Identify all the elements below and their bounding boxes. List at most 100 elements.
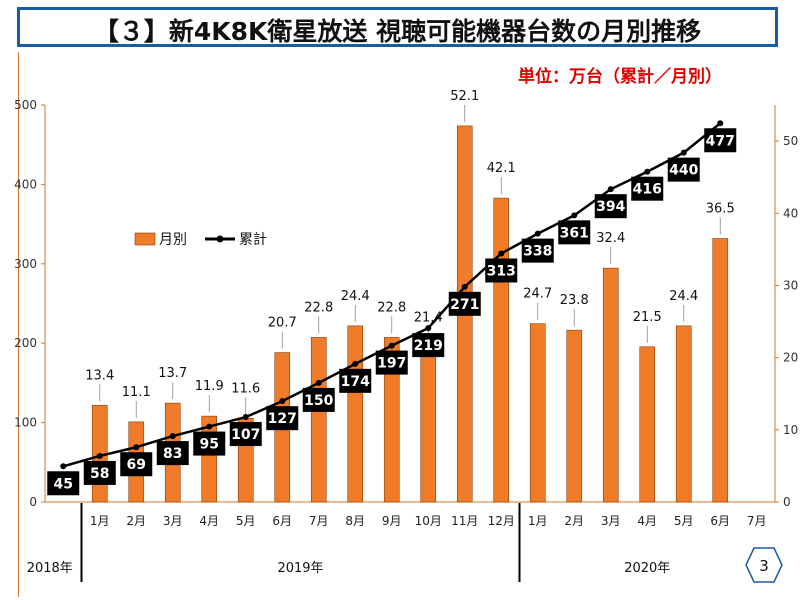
bar-value-label: 11.9	[195, 379, 224, 394]
bar-value-label: 22.8	[304, 300, 333, 315]
cumulative-value-label: 127	[268, 411, 297, 427]
cumulative-point	[607, 186, 614, 193]
cumulative-line	[60, 120, 724, 470]
year-label: 2019年	[277, 561, 323, 576]
bar-value-label: 52.1	[450, 89, 479, 104]
cumulative-label-box	[83, 460, 116, 485]
bar	[602, 267, 619, 503]
y-right-tick-label: 20	[783, 351, 798, 365]
year-labels: 2018年 2019年 2020年	[27, 503, 670, 582]
month-label: 5月	[236, 514, 256, 528]
cumulative-value-labels: 45 58 69 83 95 107 127 150 174 197 219 271 313 338 361…	[47, 128, 737, 496]
month-label: 3月	[163, 514, 183, 528]
cumulative-point	[60, 463, 67, 470]
cumulative-value-label: 477	[706, 133, 735, 149]
cumulative-value-label: 174	[341, 374, 370, 390]
cumulative-point	[425, 325, 432, 332]
y-left-tick-label: 400	[14, 177, 37, 191]
y-left-tick-label: 100	[14, 416, 37, 430]
month-label: 4月	[637, 514, 657, 528]
year-label: 2020年	[624, 561, 670, 576]
y-left-tick-label: 200	[14, 336, 37, 350]
month-label: 9月	[382, 514, 402, 528]
month-label: 1月	[528, 514, 548, 528]
legend: 月別 累計	[134, 232, 267, 248]
page-number-badge: 3	[745, 547, 783, 583]
bar	[420, 347, 437, 503]
legend-swatch-line-marker	[216, 235, 224, 243]
bar-value-label: 36.5	[706, 202, 735, 217]
cumulative-point	[680, 149, 687, 156]
cumulative-label-box	[704, 128, 737, 153]
cumulative-label-box	[448, 291, 481, 316]
axes: 0 100 200 300 400 500 0 10 20 30 40 50	[14, 98, 798, 509]
left-rule	[18, 52, 19, 597]
bar	[310, 337, 327, 503]
cumulative-point	[717, 120, 724, 127]
cumulative-value-label: 313	[487, 263, 516, 279]
cumulative-point	[279, 398, 286, 405]
bar	[347, 325, 364, 503]
month-label: 6月	[272, 514, 292, 528]
cumulative-point	[242, 414, 249, 421]
month-label: 7月	[309, 514, 329, 528]
month-label: 6月	[710, 514, 730, 528]
year-label: 2018年	[27, 561, 73, 576]
bar-value-label: 32.4	[596, 231, 625, 246]
bar-value-label: 24.4	[341, 289, 370, 304]
bar	[493, 197, 510, 503]
cumulative-label-box	[558, 220, 591, 245]
cumulative-point	[206, 423, 213, 430]
cumulative-point	[534, 230, 541, 237]
cumulative-label-box	[375, 350, 408, 375]
month-label: 10月	[415, 514, 442, 528]
month-label: 7月	[747, 514, 767, 528]
month-label: 4月	[199, 514, 219, 528]
cumulative-label-box	[667, 157, 700, 182]
cumulative-value-label: 271	[450, 297, 479, 313]
legend-swatch-bar	[134, 232, 156, 246]
bar	[529, 323, 546, 503]
title-box: 【３】新4K8K衛星放送 視聴可能機器台数の月別推移	[17, 7, 778, 47]
bar	[566, 329, 583, 503]
cumulative-label-box	[521, 238, 554, 263]
bar-value-label: 22.8	[377, 300, 406, 315]
bar-value-label: 23.8	[560, 293, 589, 308]
cumulative-value-label: 197	[377, 356, 406, 372]
bar	[712, 238, 729, 503]
y-right-tick-label: 10	[783, 423, 798, 437]
cumulative-point	[388, 342, 395, 349]
page-title: 【３】新4K8K衛星放送 視聴可能機器台数の月別推移	[93, 17, 702, 46]
cumulative-label-box	[47, 471, 80, 496]
month-label: 2月	[564, 514, 584, 528]
unit-note: 単位：万台（累計／月別）	[518, 67, 722, 87]
cumulative-label-box	[193, 431, 226, 456]
cumulative-value-label: 394	[596, 199, 625, 215]
cumulative-value-label: 440	[669, 163, 698, 179]
cumulative-value-label: 361	[560, 225, 589, 241]
bar-value-label: 24.7	[523, 287, 552, 302]
bar-value-labels: 13.411.113.711.9 11.620.722.824.422.821.4…	[85, 89, 735, 418]
cumulative-point	[571, 212, 578, 219]
cumulative-label-box	[594, 194, 627, 219]
bar-value-label: 13.4	[85, 368, 114, 383]
cumulative-value-label: 150	[304, 393, 333, 409]
cumulative-value-label: 45	[54, 476, 73, 492]
month-label: 2月	[126, 514, 146, 528]
cumulative-point	[644, 168, 651, 175]
cumulative-value-label: 95	[200, 437, 219, 453]
cumulative-point	[133, 444, 140, 451]
cumulative-point	[96, 452, 103, 459]
legend-label-line: 累計	[239, 232, 267, 248]
month-label: 12月	[488, 514, 515, 528]
bar	[675, 325, 692, 503]
cumulative-label-box	[229, 422, 262, 447]
cumulative-point	[169, 433, 176, 440]
cumulative-point	[315, 379, 322, 386]
y-right-tick-label: 0	[783, 495, 791, 509]
cumulative-value-label: 69	[127, 457, 146, 473]
cumulative-value-label: 83	[163, 446, 182, 462]
bar-value-label: 42.1	[487, 161, 516, 176]
cumulative-value-label: 416	[633, 182, 662, 198]
bar-value-label: 11.1	[122, 385, 151, 400]
